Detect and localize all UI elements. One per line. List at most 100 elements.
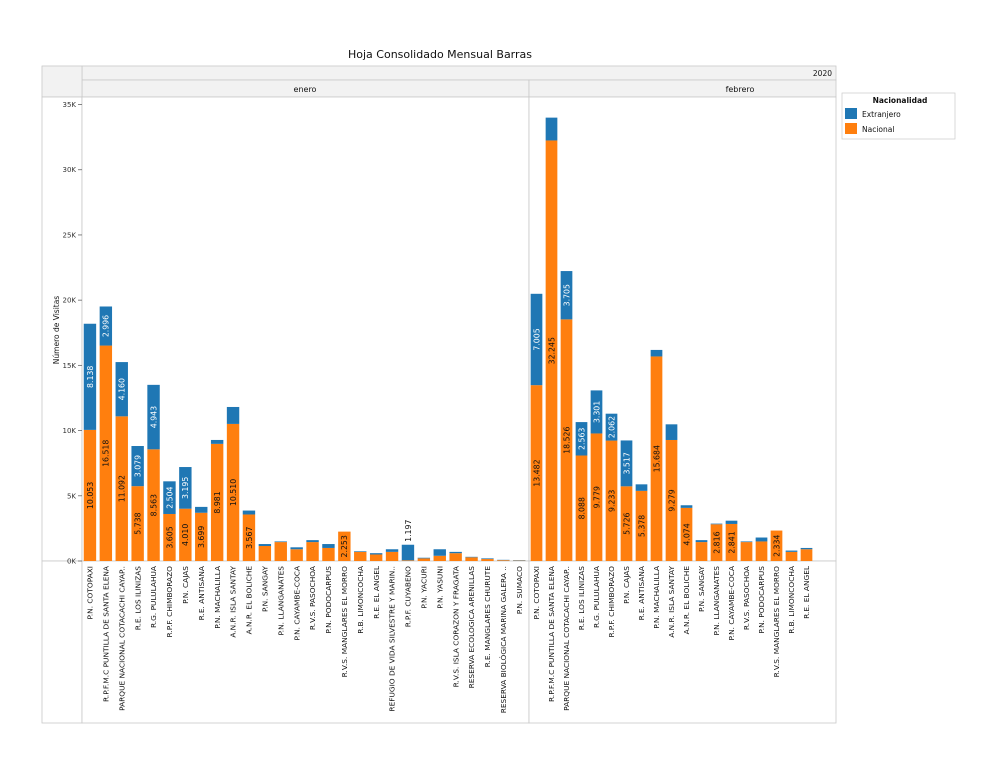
bar-extranjero[interactable]	[665, 424, 678, 440]
bar-extranjero[interactable]	[369, 553, 383, 555]
bar-extranjero[interactable]	[274, 541, 287, 543]
bar-extranjero[interactable]	[83, 323, 97, 430]
bar-extranjero[interactable]	[210, 439, 224, 444]
bar-extranjero[interactable]	[465, 556, 478, 558]
bar-nacional[interactable]	[226, 423, 240, 561]
bar-extranjero[interactable]	[635, 484, 648, 491]
data-label-extranjero: 3.705	[562, 284, 571, 306]
bar-extranjero[interactable]	[560, 271, 573, 320]
category-label: P.N. YASUNI	[435, 566, 444, 609]
bar-nacional[interactable]	[195, 512, 208, 561]
bar-nacional[interactable]	[650, 356, 663, 561]
bar-nacional[interactable]	[433, 555, 446, 561]
bar-nacional[interactable]	[131, 486, 144, 561]
bar-nacional[interactable]	[306, 542, 319, 561]
bar-extranjero[interactable]	[115, 362, 128, 417]
data-label-nacional: 32.245	[547, 337, 556, 364]
data-label-nacional: 2.841	[727, 531, 736, 553]
bar-nacional[interactable]	[163, 513, 176, 561]
bar-nacional[interactable]	[449, 553, 462, 561]
bar-extranjero[interactable]	[354, 551, 367, 552]
bar-extranjero[interactable]	[131, 446, 144, 487]
category-label: R.P.F.M.C PUNTILLA DE SANTA ELENA	[101, 566, 110, 702]
bar-extranjero[interactable]	[575, 422, 588, 456]
bar-extranjero[interactable]	[99, 306, 113, 346]
bar-extranjero[interactable]	[449, 551, 462, 554]
bar-nacional[interactable]	[545, 140, 558, 562]
bar-extranjero[interactable]	[800, 547, 813, 550]
bar-nacional[interactable]	[575, 455, 588, 561]
bar-nacional[interactable]	[740, 542, 753, 561]
bar-extranjero[interactable]	[417, 557, 431, 559]
bar-extranjero[interactable]	[710, 523, 723, 525]
bar-nacional[interactable]	[560, 319, 573, 561]
bar-nacional[interactable]	[481, 559, 494, 561]
bar-extranjero[interactable]	[226, 406, 240, 424]
bar-nacional[interactable]	[497, 560, 510, 561]
bar-nacional[interactable]	[530, 385, 543, 561]
bar-extranjero[interactable]	[163, 481, 176, 514]
bar-nacional[interactable]	[401, 560, 415, 561]
bar-nacional[interactable]	[338, 531, 351, 561]
bar-extranjero[interactable]	[385, 549, 399, 552]
bar-nacional[interactable]	[322, 547, 335, 561]
bar-extranjero[interactable]	[620, 440, 633, 487]
bar-nacional[interactable]	[710, 524, 723, 561]
bar-nacional[interactable]	[99, 345, 113, 561]
bar-nacional[interactable]	[385, 551, 399, 561]
data-label-nacional: 10.510	[229, 479, 238, 506]
legend-swatch-extranjero	[845, 108, 857, 119]
bar-extranjero[interactable]	[530, 293, 543, 386]
bar-extranjero[interactable]	[590, 390, 603, 434]
bar-extranjero[interactable]	[695, 540, 708, 543]
bar-extranjero[interactable]	[433, 549, 446, 556]
bar-extranjero[interactable]	[650, 349, 663, 357]
bar-extranjero[interactable]	[481, 558, 494, 560]
bar-nacional[interactable]	[242, 514, 256, 561]
bar-nacional[interactable]	[290, 549, 303, 561]
bar-nacional[interactable]	[147, 449, 160, 561]
bar-extranjero[interactable]	[179, 467, 192, 509]
category-label: R.G. PULULAHUA	[149, 566, 158, 628]
bar-nacional[interactable]	[680, 507, 693, 561]
bar-extranjero[interactable]	[740, 541, 753, 543]
bar-extranjero[interactable]	[401, 544, 415, 561]
category-label: R.P.F. CHIMBORAZO	[607, 566, 616, 638]
bar-nacional[interactable]	[369, 554, 383, 561]
bar-nacional[interactable]	[354, 551, 367, 561]
bar-extranjero[interactable]	[605, 413, 618, 441]
bar-nacional[interactable]	[417, 558, 431, 561]
bar-nacional[interactable]	[590, 433, 603, 561]
bar-nacional[interactable]	[83, 429, 97, 561]
bar-nacional[interactable]	[725, 523, 738, 561]
bar-extranjero[interactable]	[290, 547, 303, 550]
bar-nacional[interactable]	[785, 551, 798, 561]
bar-extranjero[interactable]	[785, 550, 798, 552]
bar-nacional[interactable]	[800, 549, 813, 561]
bar-nacional[interactable]	[635, 490, 648, 561]
bar-nacional[interactable]	[115, 416, 128, 561]
bar-nacional[interactable]	[179, 508, 192, 561]
bar-nacional[interactable]	[258, 546, 272, 561]
bar-extranjero[interactable]	[725, 520, 738, 524]
bar-nacional[interactable]	[620, 486, 633, 561]
bar-extranjero[interactable]	[322, 544, 335, 548]
bar-extranjero[interactable]	[242, 510, 256, 515]
bar-nacional[interactable]	[695, 542, 708, 561]
bar-nacional[interactable]	[274, 542, 287, 561]
data-label-nacional: 3.605	[165, 526, 174, 548]
bar-nacional[interactable]	[210, 443, 224, 561]
bar-extranjero[interactable]	[258, 544, 272, 547]
bar-nacional[interactable]	[605, 440, 618, 561]
bar-extranjero[interactable]	[545, 117, 558, 141]
bar-extranjero[interactable]	[680, 505, 693, 508]
bar-nacional[interactable]	[770, 530, 783, 561]
bar-extranjero[interactable]	[306, 540, 319, 543]
bar-extranjero[interactable]	[147, 384, 160, 450]
bar-nacional[interactable]	[465, 557, 478, 561]
bar-nacional[interactable]	[755, 541, 768, 561]
bar-extranjero[interactable]	[755, 537, 768, 542]
bar-extranjero[interactable]	[195, 506, 208, 513]
bar-nacional[interactable]	[665, 439, 678, 561]
category-label: P.N. MACHALILLA	[652, 566, 661, 629]
